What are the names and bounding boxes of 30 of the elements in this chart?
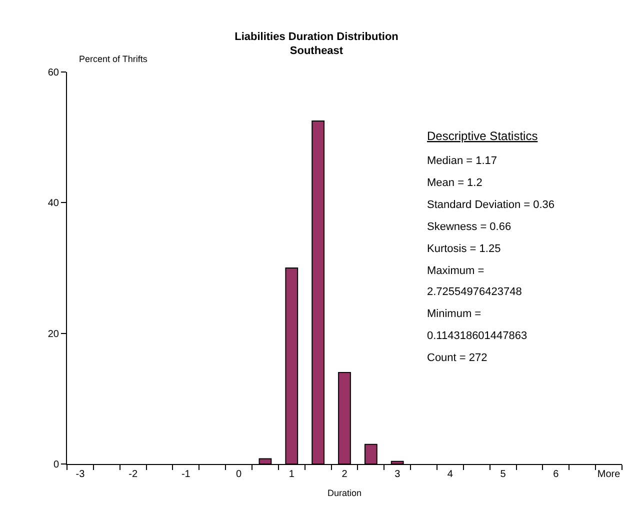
x-axis-title: Duration xyxy=(327,488,362,498)
y-tick-label: 60 xyxy=(48,68,60,78)
annotation: Count = 272 xyxy=(427,352,488,364)
x-tick-label: -2 xyxy=(128,469,138,480)
y-tick-label: 0 xyxy=(53,460,60,470)
x-tick-label: 5 xyxy=(500,469,506,480)
x-tick-label: 0 xyxy=(236,469,242,480)
annotation: Skewness = 0.66 xyxy=(427,221,512,233)
x-tick-label: 4 xyxy=(447,469,454,480)
annotation: Median = 1.17 xyxy=(427,155,498,167)
y-tick-label: 20 xyxy=(48,328,60,340)
y-tick-label: 40 xyxy=(48,198,60,210)
y-axis-title: Percent of Thrifts xyxy=(79,54,148,64)
x-tick-label: 6 xyxy=(553,469,560,480)
x-tick-label: 1 xyxy=(288,469,295,480)
x-tick-label: -3 xyxy=(76,469,86,480)
annotation: 2.72554976423748 xyxy=(427,286,522,298)
chart-subtitle: Southeast xyxy=(290,45,344,58)
annotation: 0.114318601447863 xyxy=(427,330,528,342)
annotation: Standard Deviation = 0.36 xyxy=(427,199,555,211)
x-tick-label: -1 xyxy=(181,469,191,480)
annotation: Minimum = xyxy=(427,308,482,320)
x-tick-label: More xyxy=(597,469,621,480)
x-tick-label: 3 xyxy=(394,469,401,480)
x-tick-label: 2 xyxy=(342,469,348,480)
annotation: Kurtosis = 1.25 xyxy=(427,243,501,255)
annotation: Descriptive Statistics xyxy=(427,129,538,143)
chart-title: Liabilities Duration Distribution xyxy=(234,30,399,43)
annotation: Mean = 1.2 xyxy=(427,177,482,189)
annotation: Maximum = xyxy=(427,265,484,277)
